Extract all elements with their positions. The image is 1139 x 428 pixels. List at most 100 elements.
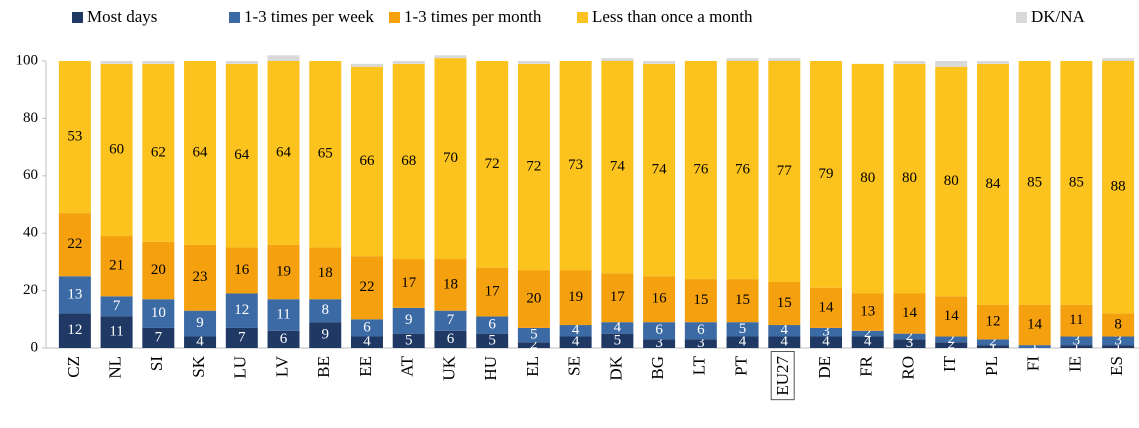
- bar-segment: [392, 307, 425, 334]
- data-label: 6: [655, 322, 663, 338]
- bar-segment: [350, 63, 383, 67]
- bar-segment: [810, 336, 843, 348]
- data-label: 4: [822, 334, 830, 350]
- data-label: 73: [568, 157, 583, 173]
- data-label: 22: [67, 236, 82, 252]
- bar-segment: [100, 316, 133, 348]
- data-label: 11: [1069, 312, 1083, 328]
- bar-segment: [58, 313, 91, 348]
- bar-segment: [517, 61, 550, 64]
- data-label: 18: [318, 265, 333, 281]
- data-label: 11: [276, 306, 290, 322]
- bar-segment: [142, 241, 175, 300]
- x-tick-label: EL: [523, 356, 542, 377]
- bar-segment: [935, 61, 968, 67]
- y-tick-label: 0: [31, 339, 39, 355]
- bar-segment: [1102, 313, 1135, 337]
- bar-segment: [935, 296, 968, 337]
- bar-segment: [643, 61, 676, 64]
- data-label: 12: [234, 302, 249, 318]
- data-label: 70: [443, 150, 458, 166]
- bar-segment: [935, 336, 968, 343]
- bar-segment: [100, 236, 133, 297]
- bar-segment: [58, 213, 91, 277]
- bar-segment: [476, 316, 509, 334]
- bar-segment: [935, 66, 968, 297]
- bar-segment: [1102, 345, 1135, 348]
- legend-label: 1-3 times per week: [244, 7, 374, 26]
- x-tick-label: HU: [481, 356, 500, 381]
- data-label: 9: [322, 327, 330, 343]
- data-label: 16: [234, 262, 250, 278]
- bar-segment: [476, 333, 509, 348]
- data-label: 14: [944, 308, 960, 324]
- legend-swatch: [229, 12, 240, 23]
- bar-segment: [58, 61, 91, 214]
- bar-segment: [350, 336, 383, 348]
- bar-segment: [184, 244, 217, 311]
- data-label: 1: [1031, 338, 1039, 354]
- x-tick: IT: [940, 355, 959, 372]
- bar-segment: [976, 339, 1009, 346]
- x-tick-label: NL: [106, 356, 125, 379]
- x-tick: UK: [439, 355, 458, 380]
- data-label: 18: [443, 276, 458, 292]
- x-tick-label: UK: [439, 355, 458, 380]
- x-tick: PT: [731, 355, 750, 375]
- data-label: 9: [405, 312, 413, 328]
- bar-segment: [726, 336, 759, 348]
- data-label: 14: [902, 305, 918, 321]
- data-label: 16: [652, 291, 668, 307]
- data-label: 74: [652, 161, 668, 177]
- data-label: 3: [822, 324, 830, 340]
- data-label: 22: [359, 279, 374, 295]
- bar-segment: [392, 63, 425, 260]
- x-tick-label: FR: [857, 355, 876, 376]
- x-tick-label: RO: [898, 356, 917, 380]
- x-tick-label: IT: [940, 355, 959, 372]
- legend-swatch: [1016, 12, 1027, 23]
- data-label: 64: [234, 147, 250, 163]
- data-label: 6: [363, 319, 371, 335]
- bar-segment: [1102, 61, 1135, 314]
- bar-segment: [267, 55, 300, 61]
- x-tick: AT: [398, 355, 417, 376]
- data-label: 4: [572, 322, 580, 338]
- data-label: 15: [693, 292, 708, 308]
- data-label: 7: [447, 312, 455, 328]
- data-label: 7: [155, 329, 163, 345]
- bar-segment: [601, 322, 634, 334]
- data-label: 88: [1111, 179, 1126, 195]
- bar-segment: [434, 55, 467, 59]
- bar-segment: [1060, 345, 1093, 348]
- x-tick-label: PL: [982, 356, 1001, 376]
- x-tick-label: DK: [606, 355, 625, 380]
- bar-segment: [893, 61, 926, 64]
- bar-segment: [225, 293, 258, 328]
- data-label: 4: [196, 334, 204, 350]
- data-label: 7: [238, 329, 246, 345]
- data-label: 11: [109, 324, 123, 340]
- bar-segment: [100, 61, 133, 64]
- data-label: 2: [947, 331, 955, 347]
- bar-segment: [476, 267, 509, 317]
- data-label: 72: [526, 159, 541, 175]
- bar-segment: [768, 336, 801, 348]
- data-label: 15: [735, 292, 750, 308]
- bar-segment: [643, 322, 676, 340]
- data-label: 6: [447, 331, 455, 347]
- data-label: 17: [485, 283, 501, 299]
- bar-segment: [726, 322, 759, 337]
- x-tick-label: CZ: [64, 356, 83, 378]
- x-tick-label: BG: [648, 356, 667, 380]
- x-tick: IE: [1065, 356, 1084, 372]
- data-label: 1: [989, 338, 997, 354]
- x-tick-label: SK: [189, 355, 208, 377]
- bar-segment: [184, 310, 217, 337]
- legend-swatch: [389, 12, 400, 23]
- data-label: 2: [947, 337, 955, 353]
- data-label: 15: [777, 295, 792, 311]
- x-tick: DE: [815, 356, 834, 379]
- bar-segment: [225, 63, 258, 248]
- bar-segment: [1060, 336, 1093, 346]
